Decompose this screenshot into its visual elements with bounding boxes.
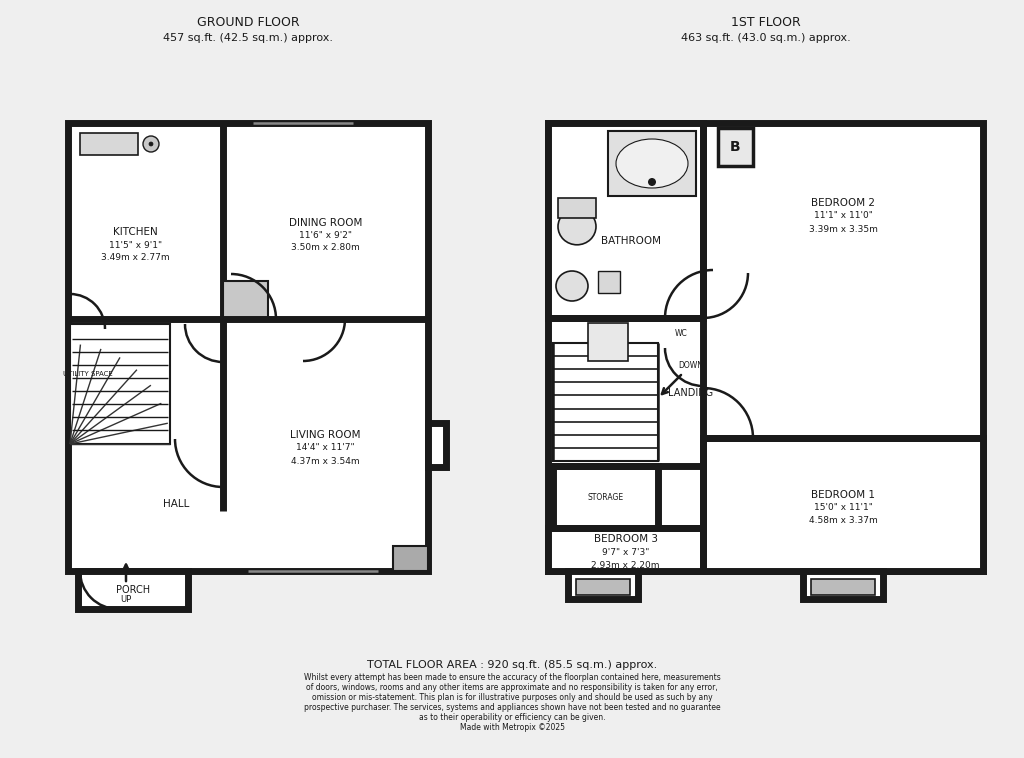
- Circle shape: [648, 178, 656, 186]
- Text: Whilst every attempt has been made to ensure the accuracy of the floorplan conta: Whilst every attempt has been made to en…: [304, 674, 720, 682]
- Bar: [548, 123, 703, 318]
- Bar: [548, 528, 703, 571]
- Text: 3.39m x 3.35m: 3.39m x 3.35m: [809, 224, 878, 233]
- Bar: [70, 324, 170, 444]
- Text: 4.58m x 3.37m: 4.58m x 3.37m: [809, 516, 878, 525]
- Text: LANDING: LANDING: [669, 388, 714, 398]
- Text: 3.49m x 2.77m: 3.49m x 2.77m: [101, 252, 170, 262]
- Text: Made with Metropix ©2025: Made with Metropix ©2025: [460, 723, 564, 732]
- Circle shape: [143, 136, 159, 152]
- Bar: [553, 343, 658, 461]
- Bar: [608, 131, 696, 196]
- Bar: [223, 281, 268, 319]
- Bar: [393, 546, 428, 571]
- Bar: [78, 571, 188, 609]
- Text: 11'5" x 9'1": 11'5" x 9'1": [109, 240, 162, 249]
- Text: 11'1" x 11'0": 11'1" x 11'0": [813, 211, 872, 221]
- Text: 14'4" x 11'7": 14'4" x 11'7": [296, 443, 354, 453]
- Text: DOWN: DOWN: [679, 362, 703, 371]
- Text: 11'6" x 9'2": 11'6" x 9'2": [299, 231, 352, 240]
- Ellipse shape: [616, 139, 688, 188]
- Text: 457 sq.ft. (42.5 sq.m.) approx.: 457 sq.ft. (42.5 sq.m.) approx.: [163, 33, 333, 43]
- Circle shape: [150, 142, 153, 146]
- Text: LIVING ROOM: LIVING ROOM: [290, 430, 360, 440]
- Bar: [588, 323, 628, 361]
- Bar: [553, 466, 658, 528]
- Bar: [811, 579, 874, 595]
- Text: as to their operability or efficiency can be given.: as to their operability or efficiency ca…: [419, 713, 605, 722]
- Bar: [548, 123, 983, 571]
- Bar: [703, 438, 983, 571]
- Text: PORCH: PORCH: [116, 585, 151, 595]
- Text: omission or mis-statement. This plan is for illustrative purposes only and shoul: omission or mis-statement. This plan is …: [311, 694, 713, 703]
- Bar: [76, 131, 223, 301]
- Bar: [575, 579, 630, 595]
- Text: 2.93m x 2.20m: 2.93m x 2.20m: [591, 561, 659, 570]
- Text: B: B: [730, 140, 740, 154]
- Text: UP: UP: [121, 594, 132, 603]
- Text: BEDROOM 3: BEDROOM 3: [594, 534, 657, 544]
- Text: prospective purchaser. The services, systems and appliances shown have not been : prospective purchaser. The services, sys…: [304, 703, 720, 713]
- Text: 3.50m x 2.80m: 3.50m x 2.80m: [291, 243, 359, 252]
- Bar: [598, 271, 620, 293]
- Text: 9'7" x 7'3": 9'7" x 7'3": [602, 548, 649, 557]
- Text: 463 sq.ft. (43.0 sq.m.) approx.: 463 sq.ft. (43.0 sq.m.) approx.: [681, 33, 850, 43]
- Text: of doors, windows, rooms and any other items are approximate and no responsibili: of doors, windows, rooms and any other i…: [306, 684, 718, 693]
- Text: BATHROOM: BATHROOM: [600, 236, 660, 246]
- Bar: [558, 198, 596, 218]
- Bar: [428, 423, 446, 467]
- Text: WC: WC: [675, 328, 687, 337]
- Text: KITCHEN: KITCHEN: [113, 227, 158, 237]
- Ellipse shape: [558, 208, 596, 245]
- Text: BEDROOM 1: BEDROOM 1: [811, 490, 874, 500]
- Text: HALL: HALL: [163, 499, 189, 509]
- Text: 15'0" x 11'1": 15'0" x 11'1": [813, 503, 872, 512]
- Bar: [568, 571, 638, 599]
- Ellipse shape: [556, 271, 588, 301]
- Text: DINING ROOM: DINING ROOM: [289, 218, 362, 228]
- Bar: [718, 128, 753, 166]
- Text: BEDROOM 2: BEDROOM 2: [811, 198, 874, 208]
- Bar: [68, 123, 223, 319]
- Text: UTILITY SPACE: UTILITY SPACE: [63, 371, 113, 377]
- Text: 4.37m x 3.54m: 4.37m x 3.54m: [291, 456, 359, 465]
- Bar: [80, 133, 138, 155]
- Text: TOTAL FLOOR AREA : 920 sq.ft. (85.5 sq.m.) approx.: TOTAL FLOOR AREA : 920 sq.ft. (85.5 sq.m…: [367, 660, 657, 670]
- Bar: [68, 123, 428, 571]
- Text: GROUND FLOOR: GROUND FLOOR: [197, 15, 299, 29]
- Text: STORAGE: STORAGE: [588, 493, 624, 502]
- Text: 1ST FLOOR: 1ST FLOOR: [731, 15, 801, 29]
- Bar: [803, 571, 883, 599]
